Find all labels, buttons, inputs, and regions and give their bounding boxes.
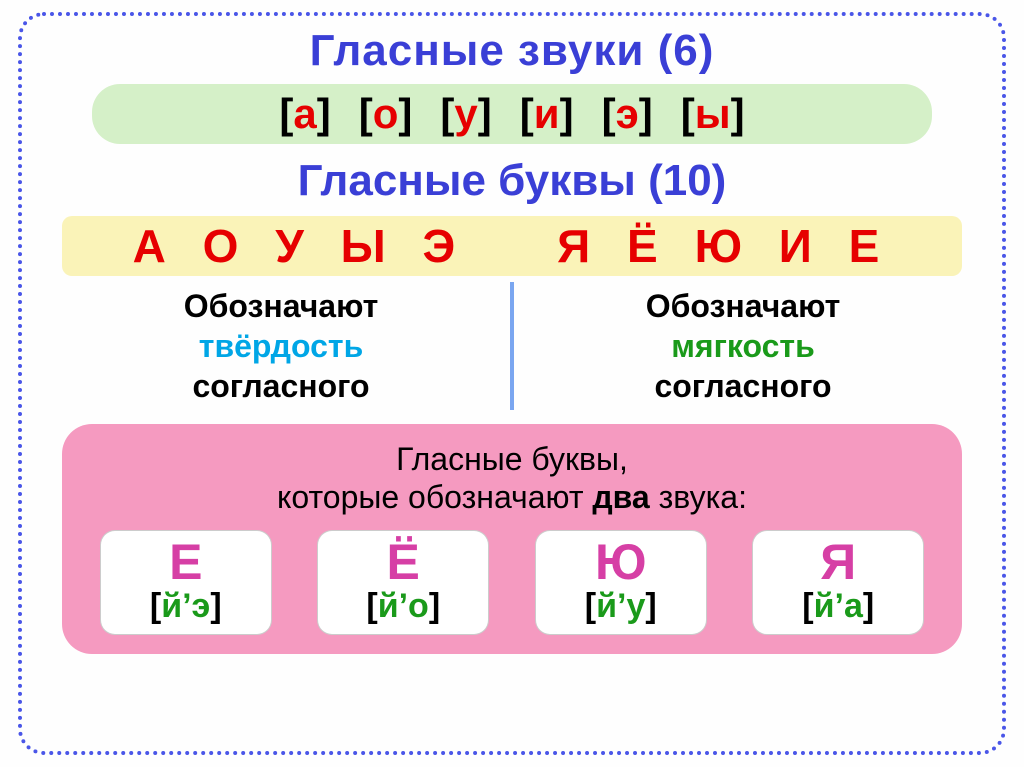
card-row: Е [й’э] Ё [й’о] Ю [й’у] Я [й’а]	[92, 531, 932, 634]
sound-item: [ы]	[681, 90, 745, 138]
sound-item: [э]	[602, 90, 653, 138]
dotted-frame: Гласные звуки (6) [а] [о] [у] [и] [э] [ы…	[18, 12, 1006, 755]
soft-letters-group: Я Ё Ю И Е	[557, 219, 891, 273]
sound-item: [а]	[279, 90, 330, 138]
pink-box: Гласные буквы, которые обозначают два зв…	[62, 424, 962, 654]
vowel-card: Ю [й’у]	[536, 531, 706, 634]
vowel-card: Я [й’а]	[753, 531, 923, 634]
sound-item: [о]	[359, 90, 413, 138]
description-row: Обозначают твёрдость согласного Обознача…	[52, 282, 972, 410]
desc-hard: Обозначают твёрдость согласного	[52, 282, 510, 410]
sounds-bar: [а] [о] [у] [и] [э] [ы]	[92, 84, 932, 144]
letters-bar: А О У Ы Э Я Ё Ю И Е	[62, 216, 962, 276]
hard-letters-group: А О У Ы Э	[133, 219, 468, 273]
sound-item: [и]	[520, 90, 574, 138]
title-sounds: Гласные звуки (6)	[52, 26, 972, 76]
title-letters: Гласные буквы (10)	[52, 156, 972, 206]
pink-title: Гласные буквы, которые обозначают два зв…	[92, 440, 932, 517]
sound-item: [у]	[440, 90, 491, 138]
vowel-card: Е [й’э]	[101, 531, 271, 634]
desc-soft: Обозначают мягкость согласного	[514, 282, 972, 410]
vowel-card: Ё [й’о]	[318, 531, 488, 634]
